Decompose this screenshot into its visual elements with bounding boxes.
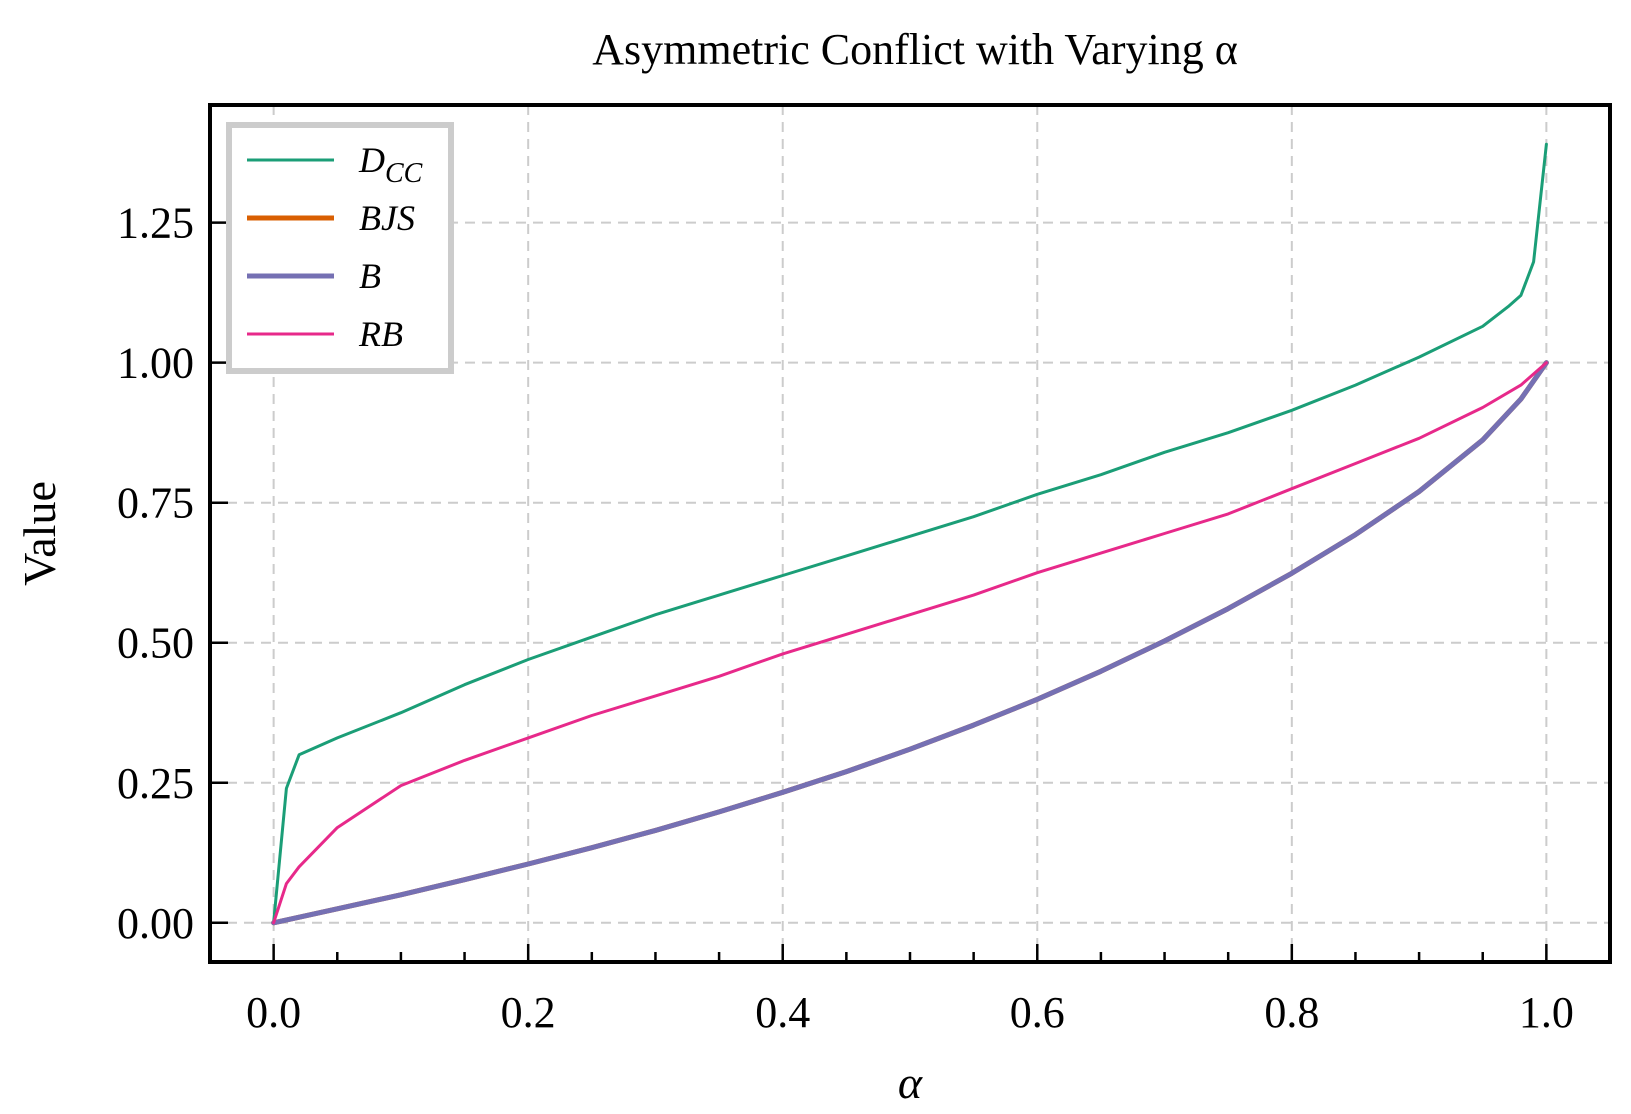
x-tick-label: 1.0 [1519, 988, 1574, 1037]
series-line-d [272, 142, 1548, 925]
legend-label-subscript: CC [385, 158, 423, 189]
series-line-rb [272, 361, 1548, 925]
y-tick-label: 0.75 [117, 479, 194, 528]
y-axis-label: Value [14, 481, 65, 586]
legend-label-rb: RB [358, 314, 403, 354]
series-lines [271, 142, 1549, 926]
y-tick-label: 1.00 [117, 339, 194, 388]
y-tick-label: 1.25 [117, 199, 194, 248]
x-axis-label: α [898, 1057, 923, 1108]
grid-lines [210, 105, 1610, 962]
axis-ticks [210, 221, 1548, 962]
y-tick-label: 0.00 [117, 899, 194, 948]
legend-box [226, 122, 454, 374]
x-tick-label: 0.0 [246, 988, 301, 1037]
y-tick-label: 0.25 [117, 759, 194, 808]
x-tick-label: 0.4 [755, 988, 810, 1037]
x-tick-label: 0.6 [1010, 988, 1065, 1037]
y-tick-label: 0.50 [117, 619, 194, 668]
legend-label-bjs: BJS [359, 198, 415, 238]
series-line-b [271, 360, 1549, 926]
x-tick-label: 0.8 [1264, 988, 1319, 1037]
x-tick-label: 0.2 [501, 988, 556, 1037]
chart-title: Asymmetric Conflict with Varying α [592, 25, 1238, 74]
legend-label-b: B [359, 256, 381, 296]
axis-tick-labels: 0.0 0.2 0.4 0.6 0.8 1.0 0.00 0.25 0.50 0.75 1.00 1.… [117, 199, 1574, 1037]
